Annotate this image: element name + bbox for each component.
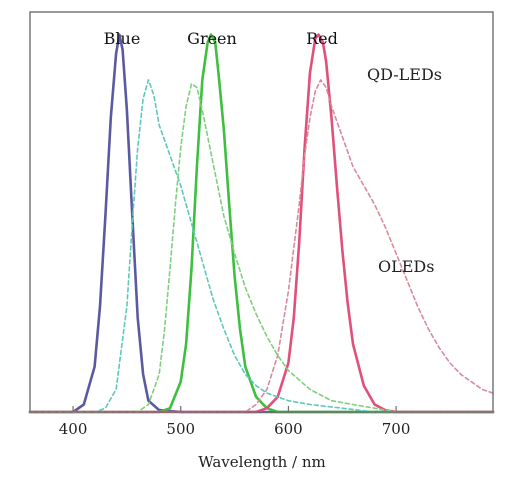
x-tick-label-400: 400: [59, 420, 88, 438]
plot-frame: [29, 11, 494, 413]
peak-label-green: Green: [187, 29, 237, 48]
annotation-oleds: OLEDs: [378, 257, 434, 276]
series-line-oleds-blue: [29, 79, 494, 413]
series-line-qd-leds-red: [28, 33, 495, 414]
peak-label-blue: Blue: [104, 29, 141, 48]
series-line-qd-leds-green: [28, 33, 495, 414]
series-line-qd-leds-blue: [28, 33, 495, 414]
x-tick-label-700: 700: [382, 420, 411, 438]
x-axis-ticks: [72, 406, 397, 412]
peak-label-red: Red: [306, 29, 338, 48]
series-line-oleds-green: [29, 82, 494, 413]
series-line-oleds-red: [29, 79, 494, 413]
x-tick-label-600: 600: [274, 420, 303, 438]
x-axis-title: Wavelength / nm: [198, 453, 326, 471]
series-lines: [28, 33, 495, 414]
x-tick-label-500: 500: [166, 420, 195, 438]
x-axis-tick-labels: 400 500 600 700: [59, 420, 411, 438]
annotation-qd-leds: QD-LEDs: [367, 65, 442, 84]
